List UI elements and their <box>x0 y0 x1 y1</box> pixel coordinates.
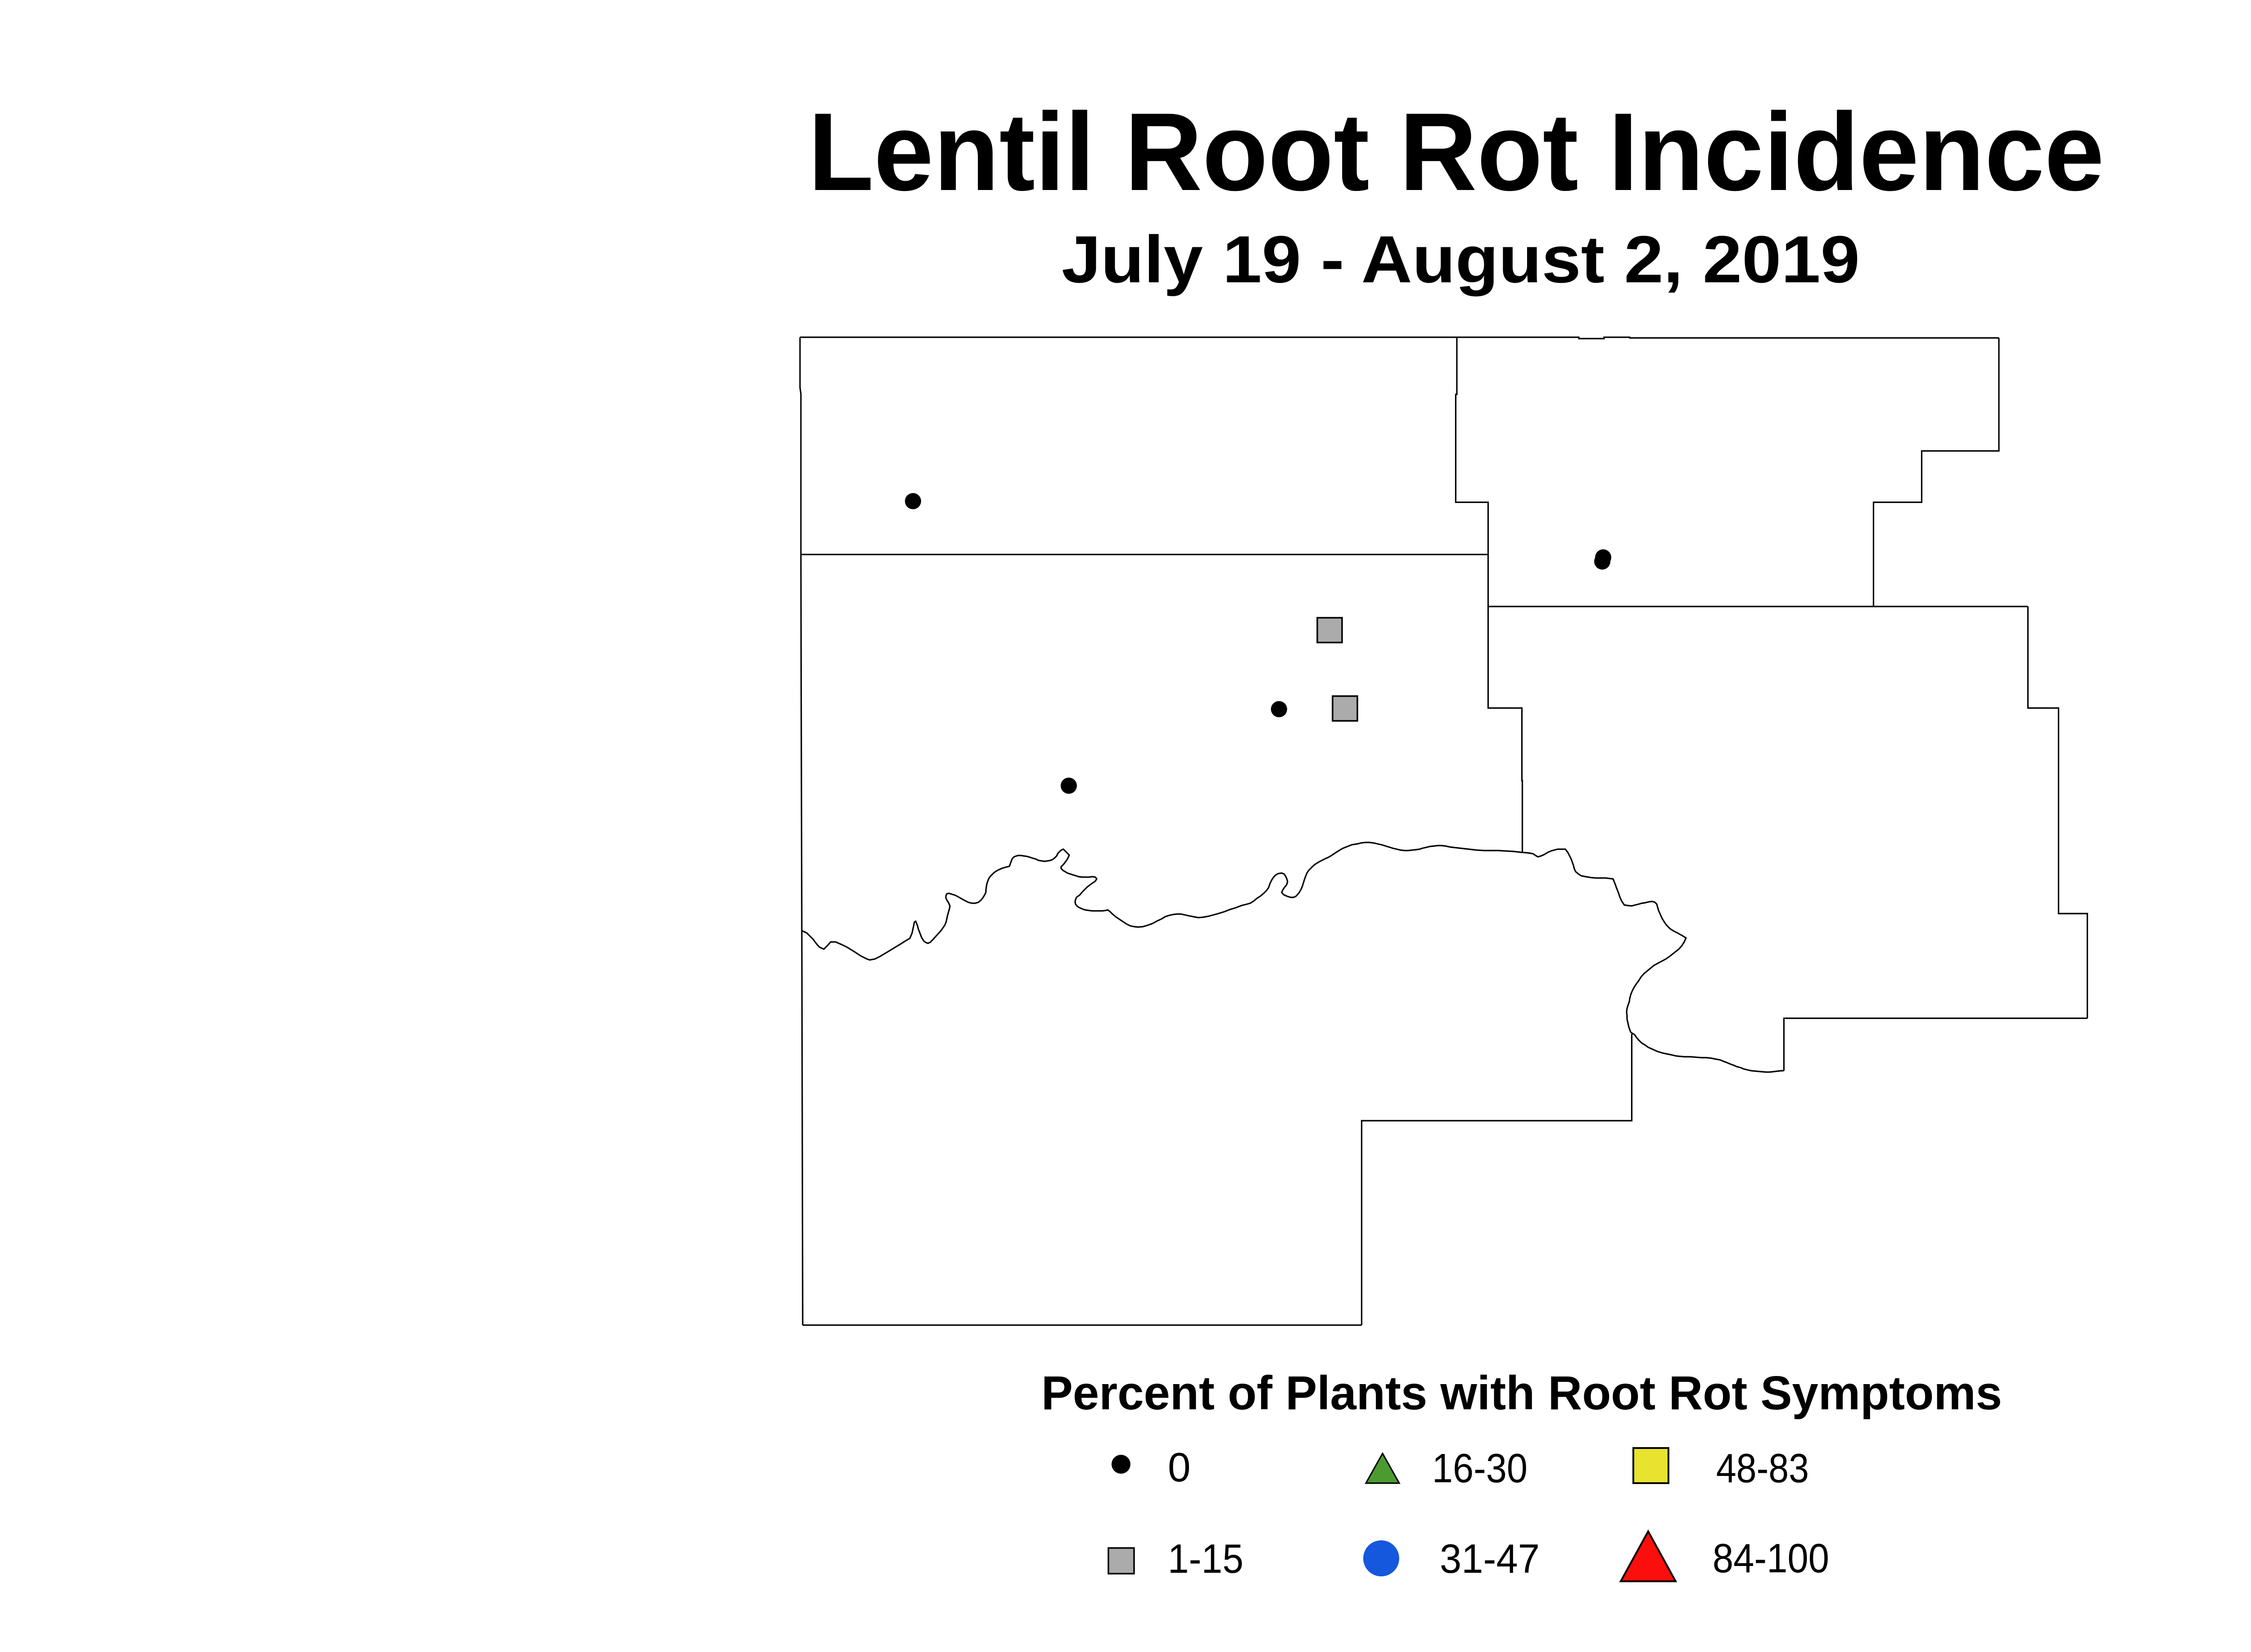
svg-text:84-100: 84-100 <box>1713 1536 1829 1581</box>
svg-text:July 19 - August 2, 2019: July 19 - August 2, 2019 <box>1062 222 1860 297</box>
svg-text:Lentil Root Rot Incidence: Lentil Root Rot Incidence <box>808 90 2104 214</box>
svg-text:16-30: 16-30 <box>1432 1446 1528 1491</box>
svg-text:0: 0 <box>1168 1445 1191 1490</box>
svg-text:48-83: 48-83 <box>1716 1446 1809 1491</box>
svg-text:Percent of Plants with Root Ro: Percent of Plants with Root Rot Symptoms <box>1041 1367 2002 1420</box>
svg-text:31-47: 31-47 <box>1440 1536 1540 1582</box>
svg-text:1-15: 1-15 <box>1168 1536 1243 1582</box>
